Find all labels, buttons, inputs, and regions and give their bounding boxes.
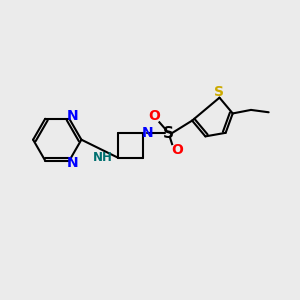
Text: N: N xyxy=(67,110,79,123)
Text: O: O xyxy=(171,143,183,157)
Text: NH: NH xyxy=(93,151,113,164)
Text: N: N xyxy=(67,156,79,170)
Text: N: N xyxy=(142,126,154,140)
Text: S: S xyxy=(163,126,174,141)
Text: O: O xyxy=(148,110,160,123)
Text: S: S xyxy=(214,85,224,99)
